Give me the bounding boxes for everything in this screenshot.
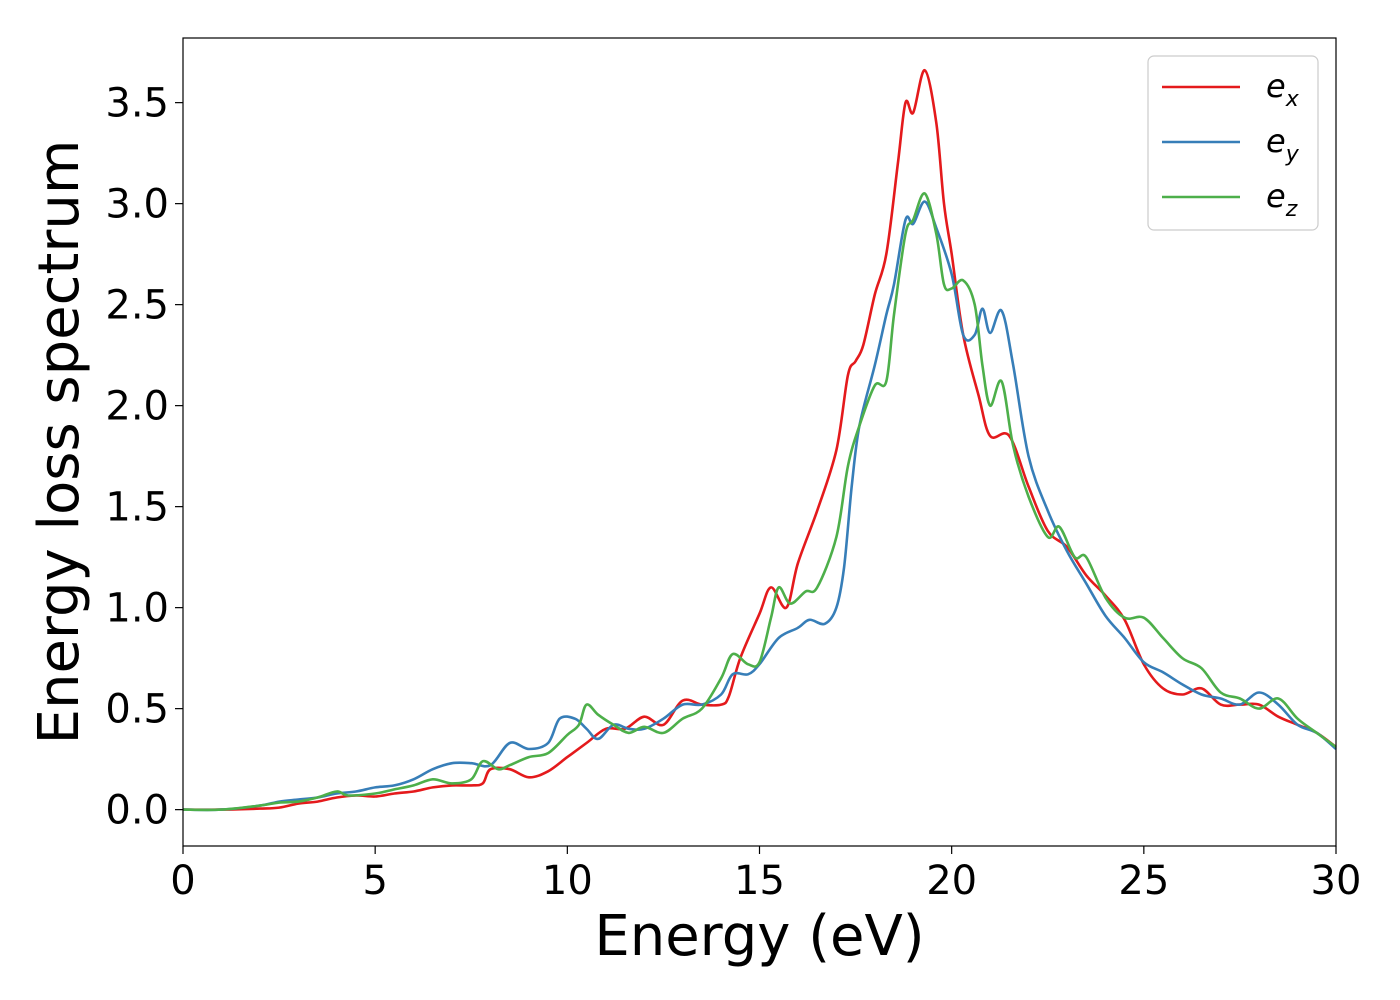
legend-label-base: e: [1266, 122, 1286, 160]
x-tick-label: 15: [734, 858, 785, 904]
x-axis-ticks: 0 5 10 15 20 25 30: [170, 846, 1361, 904]
y-tick-label: 2.5: [105, 283, 169, 329]
legend-label-subscript: y: [1285, 142, 1300, 167]
x-axis-title: Energy (eV): [594, 904, 924, 969]
series-line-ex: [182, 68, 1337, 811]
y-tick-label: 1.5: [105, 485, 169, 531]
legend-label-ez: ez: [1266, 177, 1298, 222]
y-tick-label: 3.5: [105, 81, 169, 127]
legend-label-subscript: z: [1285, 197, 1298, 222]
plot-lines: [182, 68, 1337, 812]
x-tick-label: 20: [926, 858, 977, 904]
legend-label-ey: ey: [1266, 122, 1300, 167]
y-tick-label: 1.0: [105, 586, 169, 632]
x-tick-label: 25: [1118, 858, 1169, 904]
y-axis-ticks: 0.0 0.5 1.0 1.5 2.0 2.5 3.0 3.5: [105, 81, 183, 834]
legend-label-base: e: [1266, 177, 1286, 215]
y-tick-label: 3.0: [105, 182, 169, 228]
y-tick-label: 2.0: [105, 384, 169, 430]
series-line-ez: [182, 192, 1337, 812]
x-tick-label: 0: [170, 858, 195, 904]
legend-label-subscript: x: [1285, 87, 1300, 112]
x-tick-label: 10: [542, 858, 593, 904]
x-tick-label: 5: [362, 858, 387, 904]
series-line-ey: [182, 200, 1337, 812]
legend-label-ex: ex: [1266, 67, 1300, 112]
x-tick-label: 30: [1311, 858, 1362, 904]
y-axis-title: Energy loss spectrum: [27, 140, 92, 745]
legend-label-base: e: [1266, 67, 1286, 105]
y-tick-label: 0.5: [105, 687, 169, 733]
y-tick-label: 0.0: [105, 788, 169, 834]
